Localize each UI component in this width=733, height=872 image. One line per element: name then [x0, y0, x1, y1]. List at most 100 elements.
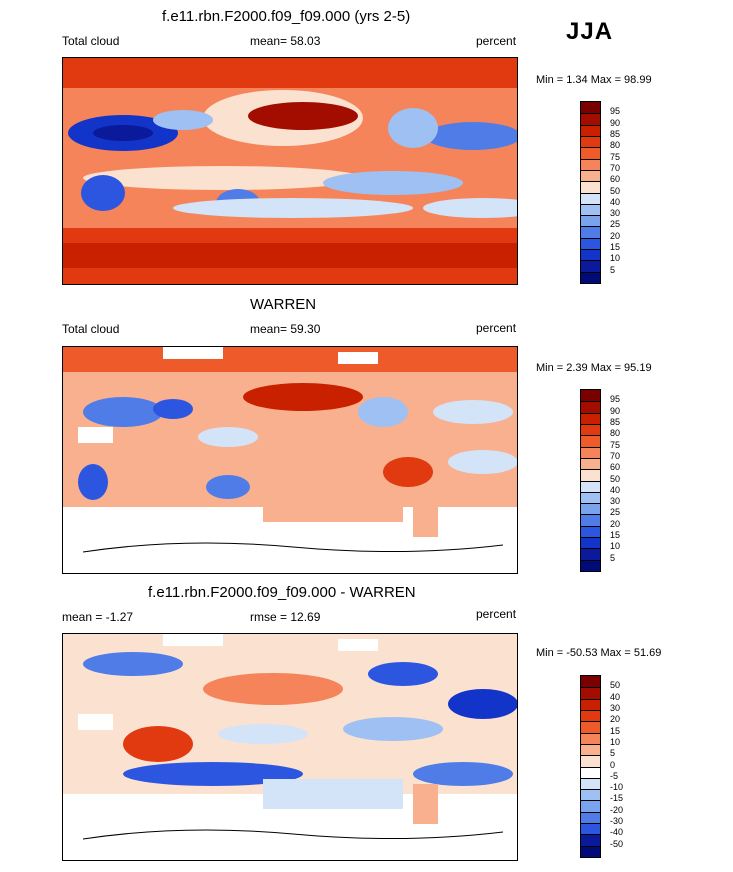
colorbar-segment: [581, 181, 600, 193]
panel3-title: f.e11.rbn.F2000.f09_f09.000 - WARREN: [148, 584, 416, 601]
colorbar-tick-label: -5: [610, 770, 619, 781]
colorbar-segment: [581, 469, 600, 481]
main-title: f.e11.rbn.F2000.f09_f09.000 (yrs 2-5): [162, 8, 411, 25]
colorbar-tick-label: -15: [610, 793, 624, 804]
colorbar-tick-label: 75: [610, 439, 621, 450]
colorbar-segment: [581, 237, 600, 250]
colorbar-tick-label: 40: [610, 196, 621, 207]
colorbar-tick-label: 60: [610, 462, 621, 473]
colorbar-segment: [581, 834, 600, 846]
panel2-map-field: [63, 347, 517, 573]
colorbar-tick-label: 5: [610, 748, 616, 759]
panel1-minmax: Min = 1.34 Max = 98.99: [536, 74, 652, 86]
panel1-map: [62, 57, 518, 285]
colorbar-segment: [581, 537, 600, 549]
colorbar-tick-label: 15: [610, 242, 621, 253]
colorbar-tick-label: 10: [610, 253, 621, 264]
colorbar-tick-label: 0: [610, 759, 616, 770]
colorbar-segment: [581, 412, 600, 424]
colorbar-tick-label: 20: [610, 518, 621, 529]
colorbar-segment: [581, 215, 600, 227]
colorbar-tick-label: 70: [610, 450, 621, 461]
colorbar-tick-label: 5: [610, 552, 616, 563]
colorbar-tick-label: 25: [610, 507, 621, 518]
colorbar-segment: [581, 525, 600, 538]
colorbar-tick-label: 50: [610, 185, 621, 196]
colorbar-segment: [581, 124, 600, 136]
colorbar-segment: [581, 755, 600, 767]
colorbar-segment: [581, 548, 600, 560]
panel3-minmax: Min = -50.53 Max = 51.69: [536, 647, 662, 659]
colorbar-tick-label: 95: [610, 394, 621, 405]
colorbar-segment: [581, 845, 600, 857]
colorbar-tick-label: 95: [610, 106, 621, 117]
colorbar-segment: [581, 766, 600, 778]
panel2-minmax: Min = 2.39 Max = 95.19: [536, 362, 652, 374]
colorbar-segment: [581, 559, 600, 571]
colorbar-tick-label: 50: [610, 680, 621, 691]
colorbar-segment: [581, 480, 600, 492]
colorbar-tick-label: 40: [610, 484, 621, 495]
colorbar-segment: [581, 676, 600, 688]
panel3-map: [62, 633, 518, 861]
colorbar-segment: [581, 271, 600, 283]
panel1-units-label: percent: [476, 34, 517, 48]
panel2-variable-label: Total cloud: [62, 322, 120, 336]
panel2-title: WARREN: [250, 296, 317, 313]
colorbar-tick-label: 20: [610, 714, 621, 725]
colorbar-tick-label: 80: [610, 140, 621, 151]
panel2-colorbar: [580, 389, 601, 572]
colorbar-tick-label: 70: [610, 162, 621, 173]
panel1-map-field: [63, 58, 517, 284]
panel1-mean-label: mean= 58.03: [250, 34, 321, 48]
colorbar-segment: [581, 192, 600, 204]
colorbar-segment: [581, 687, 600, 699]
season-label: JJA: [566, 18, 614, 45]
colorbar-tick-label: 50: [610, 473, 621, 484]
colorbar-segment: [581, 800, 600, 812]
colorbar-segment: [581, 147, 600, 159]
colorbar-segment: [581, 158, 600, 170]
colorbar-tick-label: 5: [610, 264, 616, 275]
colorbar-tick-label: -10: [610, 782, 624, 793]
colorbar-segment: [581, 811, 600, 824]
colorbar-tick-label: -30: [610, 816, 624, 827]
colorbar-segment: [581, 709, 600, 722]
colorbar-tick-label: 90: [610, 405, 621, 416]
colorbar-tick-label: 20: [610, 230, 621, 241]
colorbar-tick-label: 75: [610, 151, 621, 162]
panel3-rmse-label: rmse = 12.69: [250, 610, 321, 624]
colorbar-tick-label: -50: [610, 838, 624, 849]
colorbar-segment: [581, 503, 600, 515]
colorbar-segment: [581, 457, 600, 470]
colorbar-tick-label: 30: [610, 702, 621, 713]
colorbar-tick-label: 15: [610, 725, 621, 736]
colorbar-tick-label: 90: [610, 117, 621, 128]
colorbar-segment: [581, 491, 600, 504]
colorbar-tick-label: -40: [610, 827, 624, 838]
colorbar-segment: [581, 401, 600, 413]
colorbar-tick-label: 10: [610, 736, 621, 747]
panel2-mean-label: mean= 59.30: [250, 322, 321, 336]
panel3-map-field: [63, 634, 517, 860]
colorbar-segment: [581, 102, 600, 114]
colorbar-segment: [581, 743, 600, 756]
colorbar-segment: [581, 135, 600, 148]
colorbar-tick-label: 30: [610, 208, 621, 219]
panel1-variable-label: Total cloud: [62, 34, 120, 48]
colorbar-segment: [581, 777, 600, 790]
panel2-map: [62, 346, 518, 574]
colorbar-segment: [581, 732, 600, 744]
colorbar-segment: [581, 390, 600, 402]
colorbar-segment: [581, 226, 600, 238]
colorbar-tick-label: 85: [610, 416, 621, 427]
colorbar-segment: [581, 423, 600, 436]
colorbar-tick-label: 30: [610, 496, 621, 507]
panel1-colorbar: [580, 101, 601, 284]
colorbar-segment: [581, 169, 600, 182]
colorbar-segment: [581, 823, 600, 835]
colorbar-segment: [581, 721, 600, 733]
colorbar-segment: [581, 203, 600, 216]
colorbar-tick-label: 80: [610, 428, 621, 439]
colorbar-tick-label: 25: [610, 219, 621, 230]
